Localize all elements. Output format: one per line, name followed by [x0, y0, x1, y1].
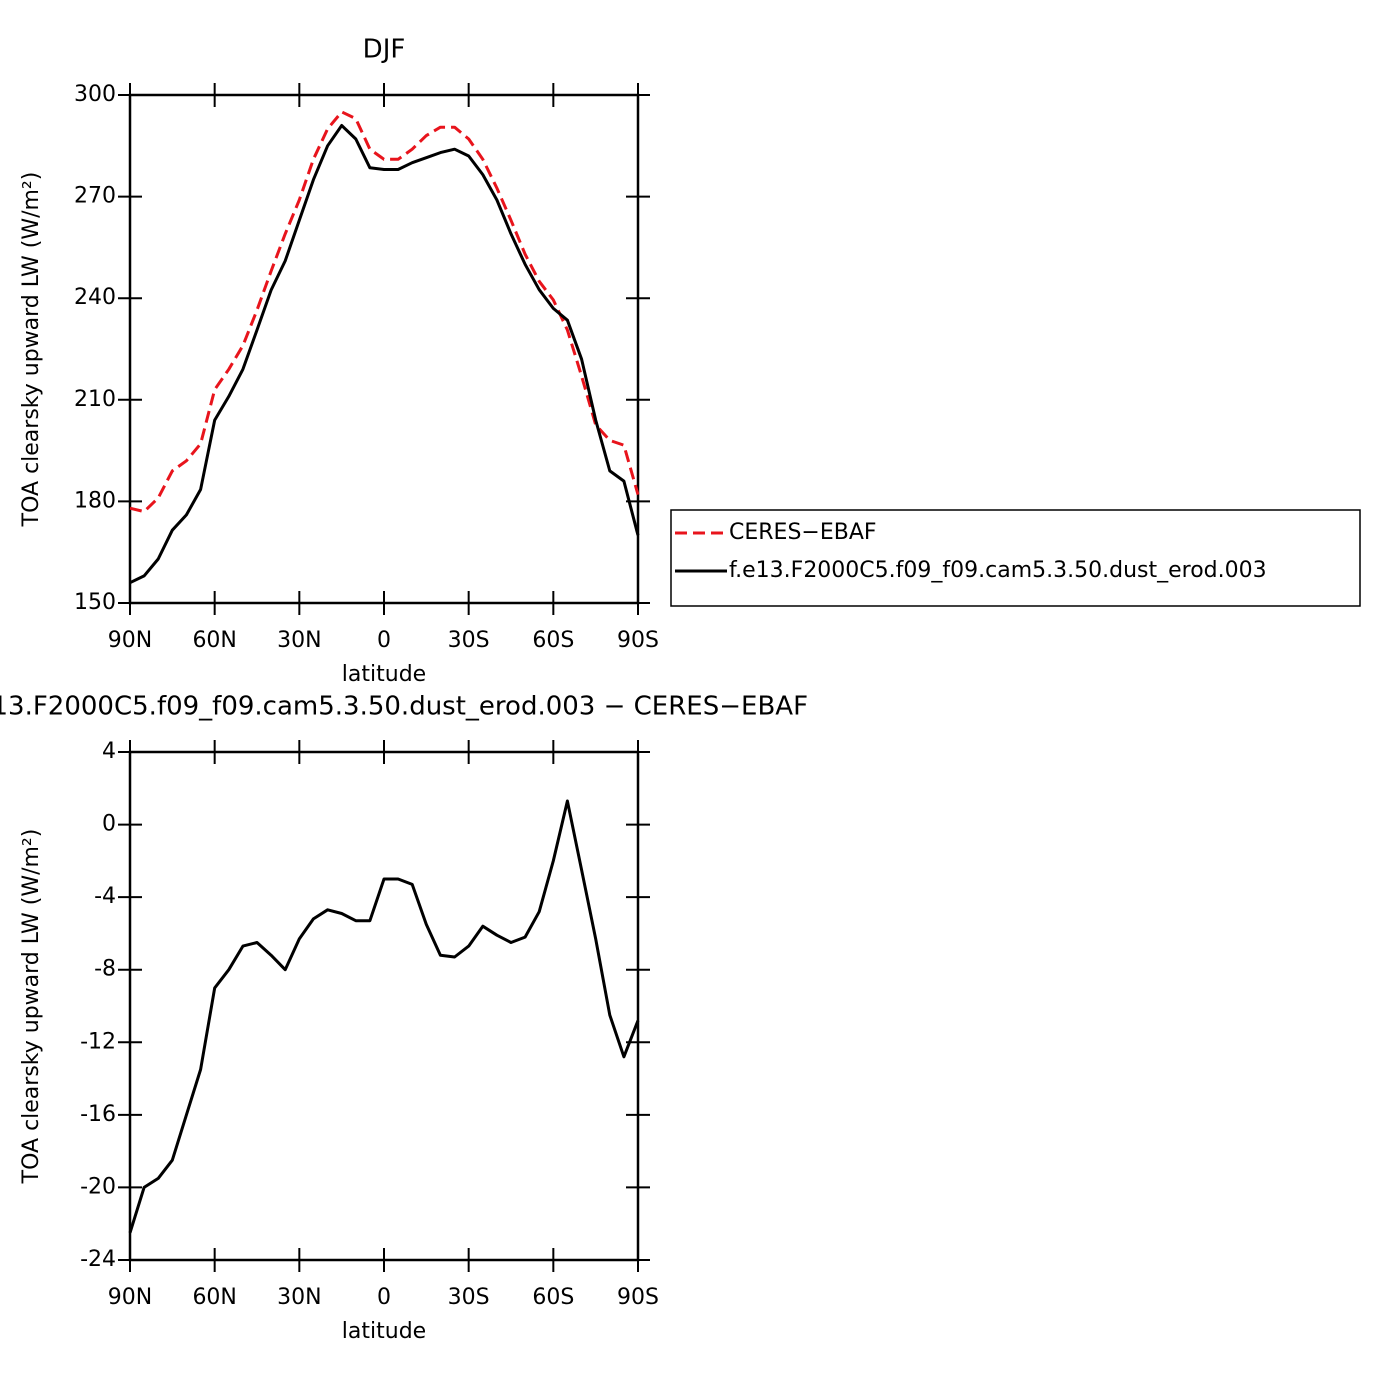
y-tick-label: 240 — [74, 285, 116, 310]
y-tick-label: 300 — [74, 82, 116, 107]
y-tick-label: -16 — [80, 1102, 116, 1127]
x-tick-label: 60S — [532, 628, 574, 653]
series-line — [128, 799, 640, 1234]
x-tick-label: 60N — [192, 628, 236, 653]
chart-title: f.e13.F2000C5.f09_f09.cam5.3.50.dust_ero… — [0, 692, 808, 722]
x-tick-label: 30N — [277, 1285, 321, 1310]
x-tick-label: 30N — [277, 628, 321, 653]
y-tick-label: -24 — [80, 1247, 116, 1272]
x-tick-label: 0 — [377, 628, 391, 653]
x-tick-label: 90S — [617, 1285, 659, 1310]
y-tick-label: -4 — [94, 884, 116, 909]
x-axis-label: latitude — [342, 662, 426, 687]
y-tick-label: 150 — [74, 590, 116, 615]
y-axis-label: TOA clearsky upward LW (W/m²) — [19, 829, 44, 1185]
legend-label: f.e13.F2000C5.f09_f09.cam5.3.50.dust_ero… — [729, 558, 1267, 583]
plot-frame — [128, 93, 640, 605]
y-tick-label: 180 — [74, 488, 116, 513]
x-tick-label: 90N — [108, 1285, 152, 1310]
y-tick-label: 270 — [74, 184, 116, 209]
y-tick-label: -12 — [80, 1029, 116, 1054]
x-tick-label: 30S — [448, 628, 490, 653]
legend-label: CERES−EBAF — [729, 520, 877, 545]
x-tick-label: 60N — [192, 1285, 236, 1310]
y-axis-label: TOA clearsky upward LW (W/m²) — [19, 172, 44, 528]
y-tick-label: -8 — [94, 957, 116, 982]
x-tick-label: 90S — [617, 628, 659, 653]
x-tick-label: 90N — [108, 628, 152, 653]
y-tick-label: 4 — [102, 739, 116, 764]
y-tick-label: -20 — [80, 1174, 116, 1199]
series-line — [129, 124, 640, 585]
x-axis-label: latitude — [342, 1319, 426, 1344]
x-tick-label: 0 — [377, 1285, 391, 1310]
series-line — [129, 110, 640, 514]
y-tick-label: 210 — [74, 387, 116, 412]
legend-box — [670, 509, 1361, 607]
x-tick-label: 30S — [448, 1285, 490, 1310]
x-tick-label: 60S — [532, 1285, 574, 1310]
y-tick-label: 0 — [102, 812, 116, 837]
chart-title: DJF — [363, 35, 406, 65]
